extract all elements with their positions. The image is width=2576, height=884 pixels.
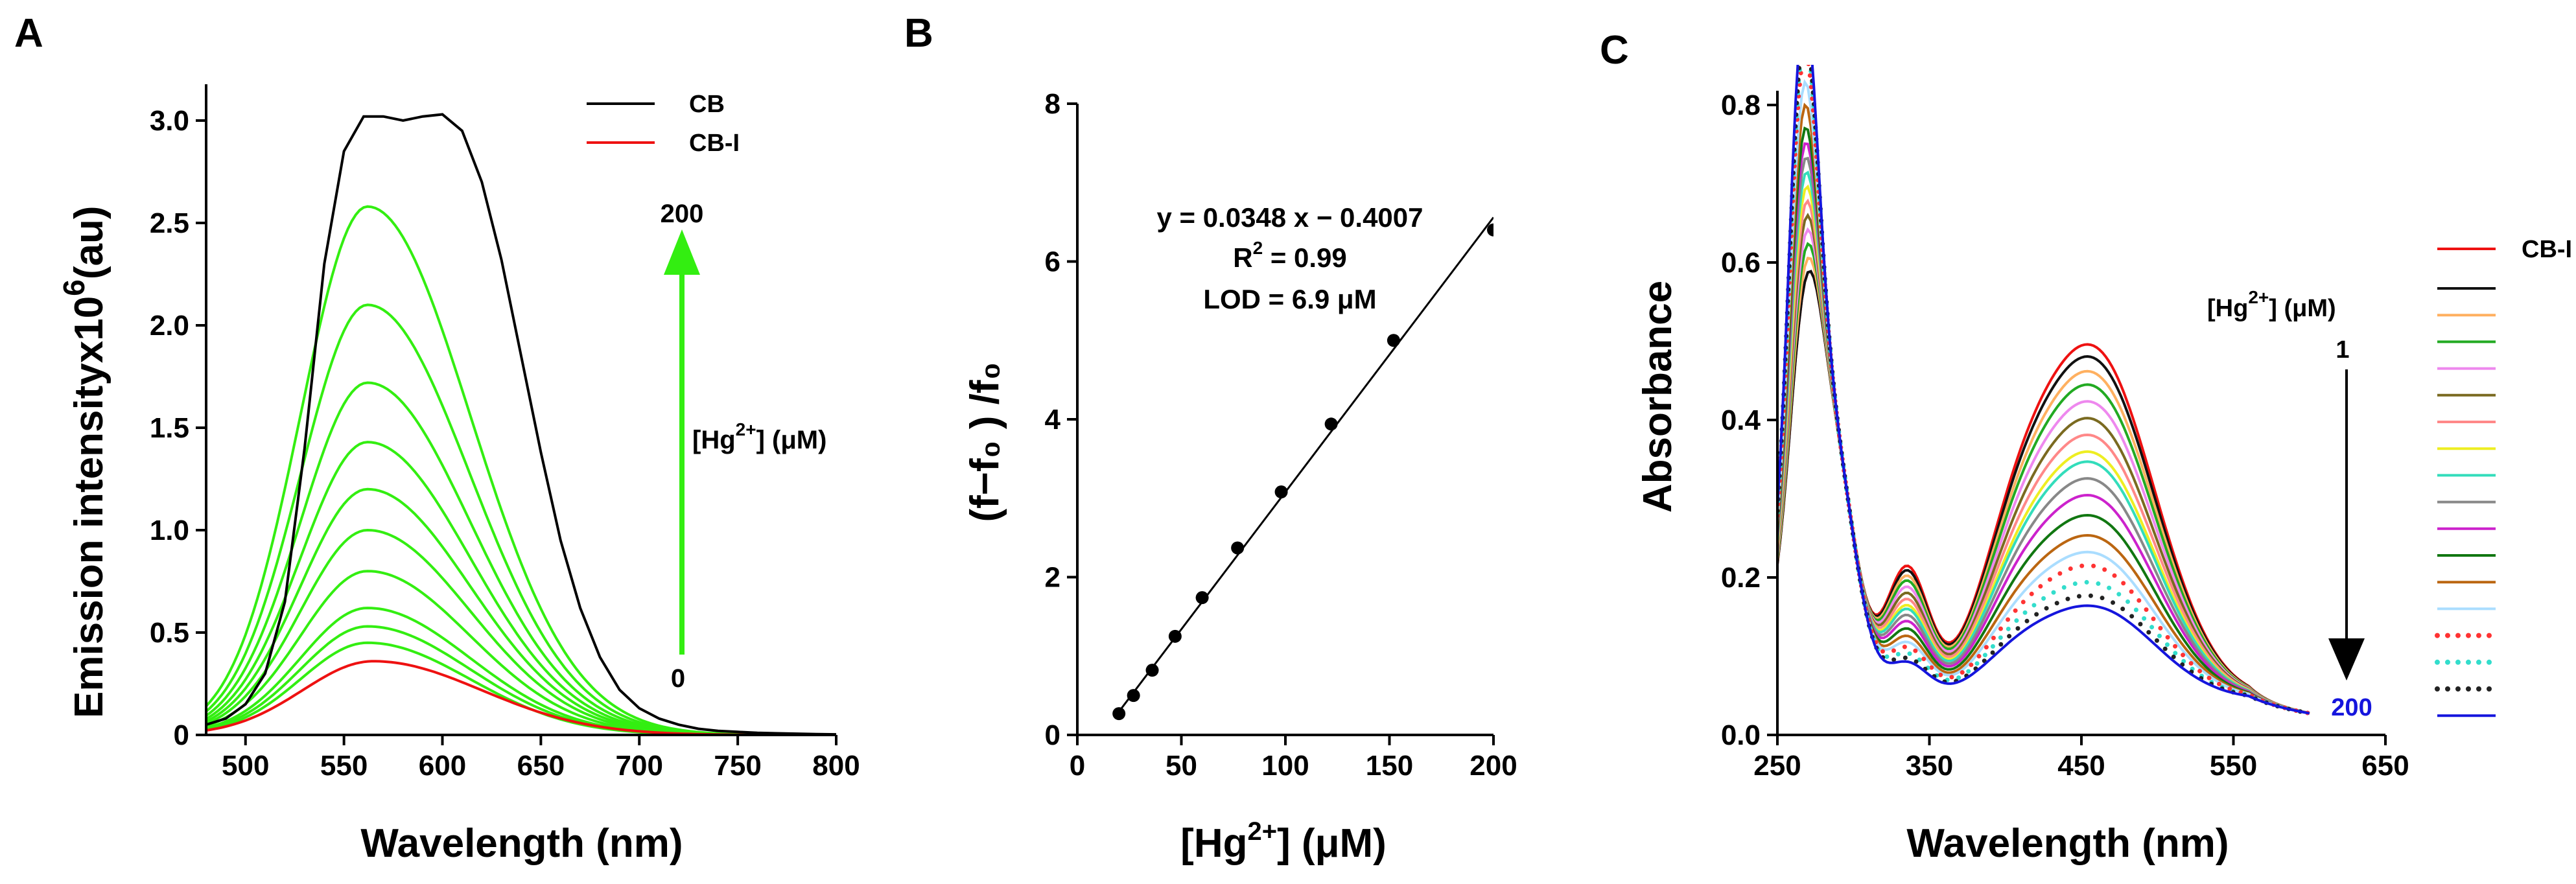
panel-c-legend: CB-I [Hg2+] (μM) 1 200	[2207, 236, 2572, 721]
absorbance-curve-15	[1777, 65, 2312, 716]
panel-a-y-tick-label: 0.5	[150, 617, 189, 649]
panel-b-xlabel: [Hg2+] (μM)	[1180, 817, 1387, 866]
panel-a-y-tick-label: 2.0	[150, 310, 189, 342]
panel-b-x-tick-label: 0	[1070, 750, 1085, 782]
panel-a-y-tick-label: 0	[174, 719, 189, 751]
green-arrow-head	[664, 229, 700, 275]
panel-b-y-tick-label: 4	[1045, 404, 1061, 436]
panel-b-y-tick-label: 2	[1045, 562, 1060, 594]
legend-label-cb: CB	[689, 91, 725, 118]
panel-b-x-tick-label: 50	[1165, 750, 1197, 782]
absorbance-curve-CB-I	[1777, 270, 2310, 715]
panel-c-y-tick-label: 0.2	[1721, 562, 1761, 594]
panel-b-x-tick-label: 150	[1366, 750, 1413, 782]
panel-c-axes: 250 350 450 550 650 0.0 0.2 0.4 0.6 0.8	[1721, 89, 2409, 782]
panel-a-x-tick-label: 650	[517, 750, 565, 782]
data-point	[1487, 223, 1493, 237]
data-point	[1168, 629, 1182, 643]
panel-a-legend: CB CB-I	[587, 91, 740, 157]
panel-a-x-tick-label: 700	[616, 750, 663, 782]
panel-label-b: B	[904, 11, 933, 56]
panel-c-x-tick-label: 250	[1753, 750, 1801, 782]
absorbance-curve-16	[1777, 65, 2312, 716]
panel-label-a: A	[14, 11, 43, 56]
panel-a-y-tick-label: 3.0	[150, 105, 189, 137]
data-point	[1145, 664, 1159, 677]
data-point	[1231, 541, 1245, 555]
arrow-top-value: 200	[661, 200, 704, 228]
panel-c-y-tick-label: 0.8	[1721, 89, 1761, 121]
limit-of-detection: LOD = 6.9 μM	[1203, 284, 1376, 314]
data-point	[1274, 485, 1288, 499]
panel-a-axes: 500 550 600 650 700 750 800 0 0.5 1.0 1.5 2.0 2.5 3.0	[150, 84, 860, 782]
panel-b-y-tick-label: 0	[1045, 719, 1060, 751]
emission-curve-cb	[206, 113, 836, 735]
panel-b: 0 50 100 150 200 0 2 4 6 8 (f−f₀ ) /f₀ [Hg2+] (μM…	[963, 88, 1517, 866]
panel-c-y-tick-label: 0.0	[1721, 719, 1761, 751]
absorbance-curve-12	[1777, 102, 2310, 715]
absorbance-curve-11	[1777, 126, 2310, 715]
regression-equation: y = 0.0348 x − 0.4007	[1156, 202, 1423, 233]
legend-label-cb-i: CB-I	[2522, 236, 2572, 263]
panel-c-x-tick-label: 550	[2210, 750, 2257, 782]
panel-a-x-tick-label: 550	[320, 750, 368, 782]
panel-c-y-tick-label: 0.6	[1721, 247, 1761, 279]
absorbance-curve-5	[1777, 213, 2310, 715]
panel-a-y-tick-label: 1.0	[150, 515, 189, 546]
panel-b-x-tick-label: 200	[1469, 750, 1517, 782]
panel-b-x-tick-label: 100	[1261, 750, 1309, 782]
panel-c-y-tick-label: 0.4	[1721, 404, 1761, 436]
data-point	[1112, 707, 1126, 721]
legend-concentration-label: [Hg2+] (μM)	[2207, 287, 2336, 322]
data-point	[1195, 591, 1209, 605]
panel-a-y-tick-label: 2.5	[150, 207, 189, 239]
panel-a-x-tick-label: 750	[714, 750, 761, 782]
panel-c-x-tick-label: 650	[2361, 750, 2409, 782]
r-squared: R2 = 0.99	[1233, 238, 1347, 273]
panel-a-xlabel: Wavelength (nm)	[360, 821, 683, 866]
absorbance-curve-9	[1777, 156, 2310, 715]
panel-c-ylabel: Absorbance	[1635, 281, 1680, 513]
panel-c-series	[1777, 65, 2312, 716]
panel-a-concentration-arrow: 200 0 [Hg2+] (μM)	[661, 200, 827, 693]
panel-b-ylabel: (f−f₀ ) /f₀	[963, 362, 1007, 522]
panel-a-x-tick-label: 800	[812, 750, 860, 782]
black-arrow-head	[2328, 638, 2365, 680]
absorbance-curve-1	[1777, 270, 2310, 715]
data-point	[1127, 689, 1140, 703]
arrow-bottom-value: 200	[2331, 694, 2372, 721]
emission-curve-green-3	[206, 607, 836, 735]
legend-label-cb-i: CB-I	[689, 130, 740, 157]
panel-c-x-tick-label: 450	[2057, 750, 2105, 782]
panel-a-y-tick-label: 1.5	[150, 412, 189, 444]
data-point	[1324, 417, 1338, 431]
panel-a: 500 550 600 650 700 750 800 0 0.5 1.0 1.5 2.0 2.5 3.0…	[57, 84, 860, 866]
panel-label-c: C	[1600, 28, 1629, 73]
panel-c-xlabel: Wavelength (nm)	[1906, 821, 2229, 866]
panel-b-series	[1112, 216, 1493, 721]
absorbance-curve-200	[1777, 65, 2310, 715]
emission-curve-cb-i	[206, 660, 836, 735]
panel-c-x-tick-label: 350	[1906, 750, 1953, 782]
absorbance-curve-14	[1777, 65, 2312, 716]
panel-b-y-tick-label: 6	[1045, 246, 1060, 278]
panel-a-x-tick-label: 500	[222, 750, 269, 782]
panel-b-y-tick-label: 8	[1045, 88, 1060, 120]
panel-a-ylabel: Emission intensityx106(au)	[57, 205, 111, 718]
arrow-top-value: 1	[2336, 336, 2349, 364]
data-point	[1387, 334, 1400, 347]
absorbance-curve-7	[1777, 184, 2310, 715]
panel-c: 250 350 450 550 650 0.0 0.2 0.4 0.6 0.8 Absorbanc…	[1635, 65, 2572, 866]
panel-a-x-tick-label: 600	[419, 750, 466, 782]
panel-b-axes: 0 50 100 150 200 0 2 4 6 8	[1045, 88, 1517, 782]
fit-line	[1118, 216, 1493, 712]
arrow-concentration-label: [Hg2+] (μM)	[692, 419, 826, 454]
arrow-bottom-value: 0	[671, 664, 685, 693]
